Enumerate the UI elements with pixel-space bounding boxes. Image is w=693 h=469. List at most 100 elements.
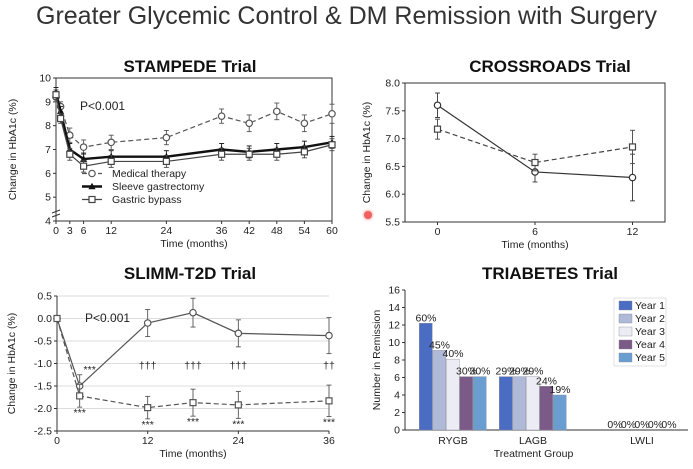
triabetes-legend-swatch — [618, 313, 633, 324]
triabetes-legend-label: Year 4 — [635, 339, 665, 351]
crossroads-ytick-label: 7.5 — [385, 105, 400, 117]
slimm-ytick-label: -2.5 — [34, 426, 52, 438]
stampede-series-0-point — [300, 119, 309, 128]
stampede-series-0-point — [245, 119, 254, 128]
triabetes-ytick-label: 16 — [388, 285, 400, 297]
stampede-legend-label: Sleeve gastrectomy — [112, 181, 205, 193]
slimm-series-0-point — [325, 331, 333, 340]
crossroads-series-0-point — [628, 173, 637, 182]
slimm-series-1-point — [234, 401, 242, 409]
crossroads-title: CROSSROADS Trial — [469, 57, 631, 76]
stampede-xtick-label: 36 — [216, 225, 228, 237]
triabetes-ytick-label: 2 — [394, 407, 400, 419]
slimm-sig-label: *** — [187, 416, 199, 428]
triabetes-bar-label: 30% — [469, 366, 490, 378]
stampede-title: STAMPEDE Trial — [123, 57, 257, 76]
stampede-series-2-point — [52, 91, 60, 99]
triabetes-ytick-label: 14 — [388, 302, 400, 314]
triabetes-legend-swatch — [618, 352, 633, 363]
stampede-series-2-point — [273, 150, 281, 158]
stampede-xtick-label: 3 — [67, 225, 73, 237]
triabetes-legend-swatch — [618, 300, 633, 311]
stampede-xtick-label: 54 — [299, 225, 311, 237]
stampede-series-2-point — [79, 162, 88, 170]
triabetes-bar-RYGB-3 — [459, 376, 473, 431]
slimm-ytick-label: -0.5 — [34, 336, 52, 348]
triabetes-bar-label: 0% — [661, 419, 676, 431]
stampede-legend-swatch-marker — [88, 169, 96, 178]
slimm-pvalue: P<0.001 — [85, 311, 130, 325]
stampede-legend-swatch-marker — [88, 182, 96, 190]
triabetes-legend-label: Year 5 — [635, 352, 665, 364]
stampede-xtick-label: 6 — [81, 225, 87, 237]
triabetes-ytick-label: 6 — [394, 372, 400, 384]
stampede-ytick-label: 5 — [45, 192, 51, 204]
crossroads-series-1-point — [433, 125, 442, 133]
triabetes-bar-LAGB-2 — [526, 376, 540, 431]
triabetes-ytick-label: 10 — [388, 337, 400, 349]
stampede-series-2-point — [66, 150, 74, 158]
stampede-series-2-point — [56, 114, 65, 123]
slimm-ytick-label: -2.0 — [34, 403, 52, 415]
triabetes-bar-label: 40% — [442, 348, 463, 360]
triabetes-bar-RYGB-2 — [446, 358, 460, 431]
triabetes-bar-label: 0% — [621, 419, 636, 431]
slimm-series-1-point — [53, 314, 61, 323]
stampede-series-0-point — [272, 107, 281, 116]
triabetes-bar-LAGB-0 — [499, 376, 513, 431]
stampede-legend-label: Gastric bypass — [112, 194, 181, 206]
stampede-series-2-point — [245, 150, 253, 158]
slimm-series-0-point — [234, 329, 243, 338]
triabetes-ytick-label: 12 — [388, 320, 400, 332]
crossroads-series-1-point — [628, 143, 637, 151]
slimm-ytick-label: 0.5 — [37, 291, 52, 303]
stampede-ytick-label: 7 — [45, 144, 51, 156]
triabetes-ylabel: Number in Remission — [371, 310, 383, 411]
stampede-xtick-label: 12 — [105, 225, 117, 237]
crossroads-series-1-line — [437, 128, 633, 164]
stampede-ytick-label: 4 — [45, 216, 51, 228]
stampede-series-0-point — [328, 109, 336, 118]
stampede-ytick-label: 9 — [45, 96, 51, 108]
stampede-series-0-point — [79, 143, 88, 151]
stampede-xtick-label: 0 — [53, 225, 59, 237]
triabetes-legend-swatch — [618, 339, 633, 350]
crossroads-series-1-point — [531, 158, 539, 167]
slimm-series-1-point — [325, 397, 333, 405]
stampede-series-0-point — [107, 138, 116, 147]
slimm-sig-label: *** — [74, 407, 86, 419]
triabetes-legend-label: Year 3 — [635, 326, 665, 338]
slimm-ytick-label: -1.5 — [34, 381, 52, 393]
triabetes-bar-label: 0% — [607, 419, 622, 431]
slimm-xlabel: Time (months) — [159, 448, 226, 460]
triabetes-bar-label: 0% — [648, 419, 663, 431]
slimm-xtick-label: 36 — [323, 435, 335, 447]
slimm-series-0-point — [189, 308, 197, 317]
triabetes-bar-RYGB-0 — [419, 323, 433, 431]
stampede-series-2-point — [328, 141, 336, 149]
slimm-title: SLIMM-T2D Trial — [123, 264, 257, 283]
stampede-xtick-label: 60 — [326, 225, 338, 237]
triabetes-legend-label: Year 2 — [635, 313, 665, 325]
crossroads-series-0-point — [433, 101, 442, 110]
triabetes-title: TRIABETES Trial — [481, 264, 619, 283]
slimm-dagger-label: ††† — [139, 360, 157, 372]
stampede-xtick-label: 48 — [271, 225, 283, 237]
crossroads-ytick-label: 6.0 — [385, 189, 400, 201]
stampede-ytick-label: 8 — [45, 120, 51, 132]
stampede-axis-break — [51, 209, 61, 218]
stampede-series-0-point — [217, 112, 226, 120]
slimm-dagger-label: ††† — [230, 360, 248, 372]
cursor-indicator — [364, 211, 372, 219]
slimm-sig-label: *** — [232, 418, 244, 430]
slimm-series-1-line — [56, 318, 330, 409]
triabetes-bar-LAGB-3 — [539, 386, 553, 431]
crossroads-ytick-label: 8.0 — [385, 78, 400, 90]
slimm-ytick-label: 0.0 — [37, 313, 52, 325]
slimm-series-0-line — [56, 312, 330, 388]
triabetes-bar-label: 24% — [536, 375, 557, 387]
triabetes-bar-label: 60% — [415, 312, 436, 324]
stampede-xtick-label: 24 — [161, 225, 173, 237]
slimm-series-0-point — [143, 319, 152, 327]
